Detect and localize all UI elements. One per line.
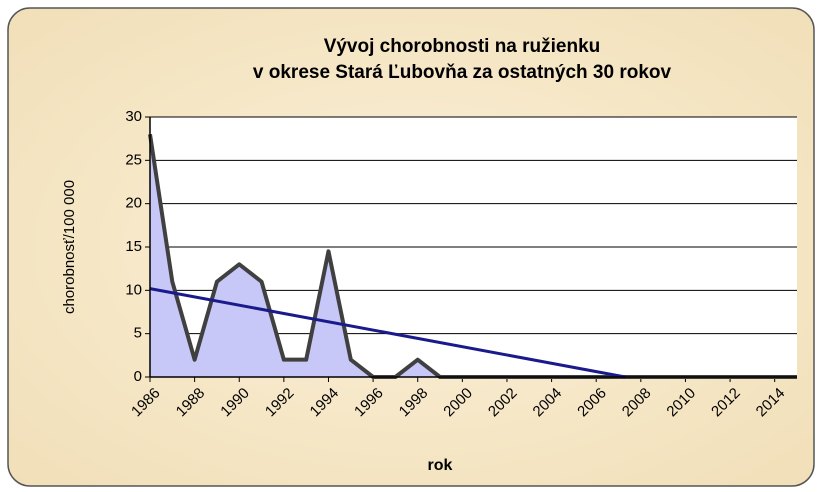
chart-title: v okrese Stará Ľubovňa za ostatných 30 r… [253,62,672,83]
y-axis-label: chorobnosť/100 000 [61,180,78,314]
y-tick-label: 0 [134,368,142,385]
y-tick-label: 5 [134,325,142,342]
chart-title: Vývoj chorobnosti na ružienku [324,36,601,57]
y-tick-label: 15 [125,238,142,255]
trend-line [149,287,626,379]
y-tick-label: 20 [125,195,142,212]
y-tick-label: 25 [125,151,142,168]
area [150,134,797,377]
x-axis-label: rok [428,457,453,474]
y-tick-label: 30 [125,108,142,125]
y-tick-label: 10 [125,281,142,298]
